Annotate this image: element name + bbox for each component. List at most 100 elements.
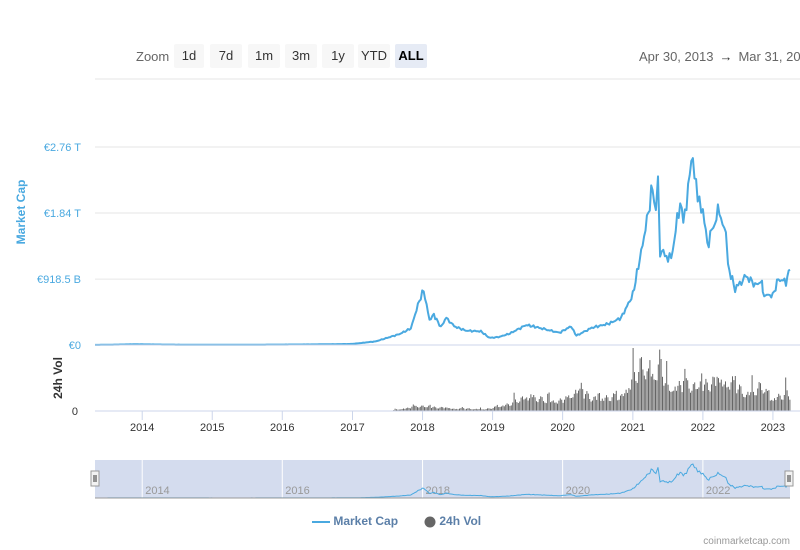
volume-bar <box>529 398 530 411</box>
volume-bar <box>583 398 585 411</box>
x-tick-label: 2018 <box>410 422 434 434</box>
volume-bar <box>442 407 444 411</box>
volume-bar <box>590 401 592 411</box>
volume-bar <box>411 406 413 411</box>
volume-bar <box>515 399 516 411</box>
volume-bar <box>678 381 680 411</box>
volume-bar <box>680 385 682 411</box>
volume-bar <box>463 408 465 411</box>
volume-bar <box>788 396 789 411</box>
volume-bar <box>781 399 782 411</box>
volume-bar <box>786 390 788 411</box>
volume-bar <box>509 405 511 411</box>
zoom-1y-button[interactable]: 1y <box>322 44 354 68</box>
volume-bar <box>505 404 507 411</box>
volume-bar <box>517 403 519 411</box>
volume-bar <box>789 399 791 411</box>
volume-bar <box>585 394 586 411</box>
volume-bar <box>555 402 557 411</box>
volume-bar <box>540 396 542 411</box>
volume-bar <box>554 402 556 411</box>
volume-bar <box>498 407 500 411</box>
volume-bar <box>526 397 528 411</box>
volume-bar <box>774 398 775 411</box>
volume-bar <box>734 376 736 411</box>
market-cap-line[interactable] <box>95 157 791 346</box>
legend-market-cap[interactable]: Market Cap <box>312 514 398 528</box>
volume-bar <box>753 391 754 411</box>
zoom-ytd-button[interactable]: YTD <box>358 44 390 68</box>
volume-bar <box>769 400 771 411</box>
zoom-1d-button[interactable]: 1d <box>174 44 204 68</box>
x-tick-label: 2014 <box>130 422 154 434</box>
volume-bar <box>473 409 474 411</box>
volume-bar <box>460 408 462 411</box>
zoom-all-button[interactable]: ALL <box>395 44 427 68</box>
navigator-tick-label: 2016 <box>285 485 309 497</box>
volume-bar <box>634 372 635 411</box>
volume-bar <box>592 400 593 411</box>
x-tick-label: 2021 <box>621 422 645 434</box>
volume-bar <box>410 408 411 411</box>
volume-bar <box>468 408 470 411</box>
volume-bar <box>741 393 743 411</box>
volume-bar <box>485 409 487 411</box>
volume-bar <box>439 407 441 411</box>
volume-bar <box>743 396 745 411</box>
volume-bar <box>495 406 497 411</box>
navigator-tick-label: 2018 <box>426 485 450 497</box>
zoom-1m-button[interactable]: 1m <box>248 44 280 68</box>
volume-bar <box>631 379 633 411</box>
volume-bar <box>482 409 484 411</box>
volume-bar <box>783 395 785 411</box>
volume-bar <box>508 404 509 411</box>
volume-bar <box>720 379 722 411</box>
volume-bar <box>453 408 455 411</box>
volume-bar <box>740 386 742 411</box>
volume-bar <box>496 404 498 411</box>
x-tick-label: 2022 <box>691 422 715 434</box>
volume-bar <box>775 400 777 411</box>
volume-bar <box>593 396 595 411</box>
volume-bar <box>438 408 439 411</box>
volume-bar <box>652 373 654 411</box>
volume-bar <box>522 396 523 411</box>
volume-bar <box>758 382 760 411</box>
volume-bar <box>552 400 554 411</box>
volume-bar <box>440 406 442 411</box>
date-from-input[interactable]: Apr 30, 2013 <box>639 49 714 64</box>
volume-bar <box>732 376 733 411</box>
volume-bar <box>487 408 488 411</box>
volume-bar <box>683 381 684 411</box>
volume-bar <box>639 358 641 411</box>
volume-bar <box>452 408 453 411</box>
zoom-7d-button[interactable]: 7d <box>210 44 242 68</box>
date-range-arrow: → <box>719 49 733 64</box>
volume-bar <box>653 379 655 411</box>
volume-bar <box>618 399 620 411</box>
date-to-input[interactable]: Mar 31, 2023 <box>738 49 800 64</box>
volume-bar <box>627 392 628 411</box>
volume-bar <box>501 406 502 411</box>
volume-bar <box>660 359 662 411</box>
credit-link[interactable]: coinmarketcap.com <box>703 536 790 547</box>
volume-bar <box>561 399 563 411</box>
volume-bar <box>541 397 543 411</box>
volume-bar <box>656 380 658 411</box>
navigator-right-handle[interactable] <box>784 470 794 487</box>
volume-bar <box>421 405 423 411</box>
navigator-left-handle[interactable] <box>90 470 100 487</box>
volume-bar <box>726 387 728 411</box>
zoom-3m-button[interactable]: 3m <box>285 44 317 68</box>
navigator[interactable]: 2014 2016 2018 2020 2022 <box>90 460 794 499</box>
legend-volume[interactable]: 24h Vol <box>424 514 481 528</box>
volume-bar <box>757 388 759 411</box>
volume-bar <box>760 383 761 411</box>
volume-bar <box>576 393 578 411</box>
x-tick-label: 2016 <box>270 422 294 434</box>
volume-bar <box>650 376 652 411</box>
volume-bar <box>447 408 449 411</box>
volume-bar <box>414 405 416 411</box>
volume-bar <box>467 408 469 411</box>
volume-bar <box>489 408 491 411</box>
